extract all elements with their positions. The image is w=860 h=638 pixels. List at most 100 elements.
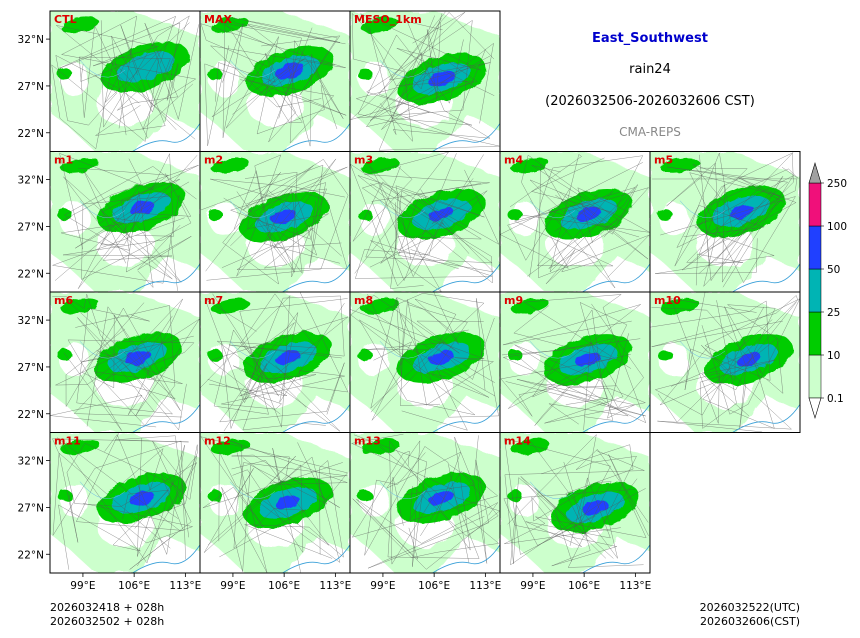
boundary-line (129, 440, 192, 570)
boundary-line (507, 187, 636, 277)
boundary-line (654, 298, 765, 424)
boundary-line (240, 40, 344, 144)
boundary-line (575, 449, 649, 524)
river (379, 200, 426, 218)
rain-contour-level-3 (275, 350, 301, 365)
rain-contour-level-3 (429, 350, 454, 365)
boundary-line (223, 172, 327, 278)
river (229, 60, 276, 78)
rain-patch (207, 349, 223, 361)
boundary-line (501, 338, 616, 426)
panel-label: m6 (54, 294, 73, 307)
rain-patch (57, 68, 73, 80)
river (229, 200, 276, 218)
boundary-line (414, 292, 495, 383)
y-tick-label: 27°N (18, 362, 44, 374)
panel-m14: m14 (499, 432, 651, 574)
rain-core (357, 438, 486, 524)
colorbar-label: 0.1 (827, 393, 844, 405)
boundary-line (66, 442, 198, 567)
x-tick-label: 106°E (268, 580, 300, 592)
boundary-line (221, 169, 314, 269)
coastline (732, 263, 800, 292)
river (529, 341, 576, 359)
boundary-line (381, 22, 494, 130)
rain-contour-level-2 (116, 51, 174, 83)
colorbar: 0.1 10 25 50 100 250 (808, 161, 847, 420)
boundary-line (503, 461, 636, 567)
rain-contour-level-3 (729, 204, 754, 219)
panel-label: CTL (54, 13, 77, 26)
boundary-line (380, 190, 483, 289)
y-tick-label: 27°N (18, 81, 44, 93)
boundary-line (222, 20, 303, 138)
boundary-line (208, 454, 340, 546)
river (79, 481, 126, 499)
init-time-cst: 2026032502 + 028h (50, 615, 164, 628)
rain-contour-level-3 (124, 350, 151, 365)
rain-contour-level-3 (429, 207, 454, 222)
rain-core (657, 157, 786, 237)
panel-m2: m2 (199, 151, 351, 293)
panel-m7: m7 (199, 291, 351, 433)
boundary-line (222, 154, 342, 285)
boundary-line (674, 152, 784, 283)
boundary-line (82, 447, 194, 544)
boundary-line (510, 441, 618, 566)
boundary-line (502, 294, 647, 424)
panel-label: m10 (654, 294, 681, 307)
x-tick-label: 113°E (319, 580, 351, 592)
boundary-line (513, 165, 614, 267)
colorbar-segment (808, 182, 822, 227)
y-tick-label: 27°N (18, 502, 44, 514)
boundary-line (219, 302, 345, 423)
boundary-line (350, 11, 491, 121)
boundary-line (531, 303, 644, 409)
rain-contour-level-3 (275, 496, 300, 510)
rain-core (57, 438, 186, 524)
boundary-line (369, 165, 459, 292)
boundary-line (351, 12, 443, 142)
boundary-line (350, 299, 495, 406)
rain-patch (510, 157, 550, 174)
colorbar-label: 10 (827, 350, 840, 362)
boundary-line (651, 306, 763, 430)
boundary-line (204, 27, 347, 146)
coastline (732, 404, 800, 433)
boundary-line (64, 166, 197, 289)
panel-label: m4 (504, 154, 523, 167)
river (379, 481, 426, 499)
panel-m13: m13 (349, 432, 501, 574)
boundary-line (357, 15, 500, 151)
boundary-line (401, 304, 490, 431)
boundary-line (500, 305, 613, 417)
boundary-line (514, 344, 629, 425)
boundary-line (51, 58, 177, 150)
boundary-line (650, 292, 771, 390)
boundary-line (79, 24, 194, 139)
panel-label: m5 (654, 154, 673, 167)
rain-patch (660, 298, 700, 314)
boundary-line (63, 167, 182, 283)
boundary-line (229, 440, 348, 573)
province-boundaries (652, 152, 799, 288)
boundary-line (389, 436, 475, 565)
rain-patch (210, 438, 250, 455)
rain-patch (357, 209, 373, 221)
rain-patch (360, 17, 400, 33)
rain-patch (60, 298, 100, 314)
rain-contour-level-3 (582, 500, 608, 515)
boundary-line (359, 294, 496, 416)
x-tick-label: 113°E (169, 580, 201, 592)
boundary-line (204, 298, 326, 431)
boundary-line (660, 304, 778, 406)
boundary-line (660, 172, 796, 284)
panel-label: m1 (54, 154, 73, 167)
y-tick-label: 22°N (18, 409, 44, 421)
boundary-line (504, 433, 611, 555)
boundary-line (509, 154, 638, 273)
rain-patch (657, 209, 673, 221)
boundary-line (81, 302, 156, 389)
coastline (132, 123, 200, 152)
boundary-line (505, 333, 646, 419)
